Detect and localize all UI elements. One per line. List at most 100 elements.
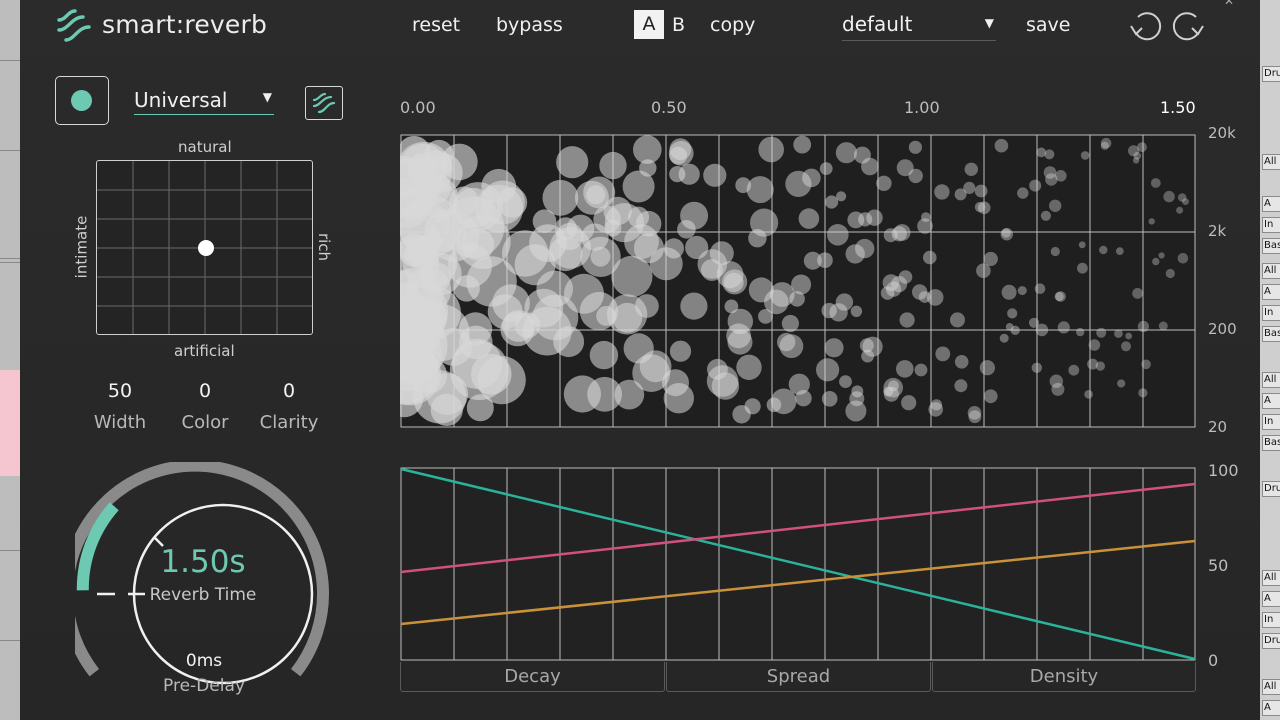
- spectrum-bubble: [974, 184, 988, 198]
- xy-position-handle[interactable]: [198, 240, 214, 256]
- spectrum-bubble: [963, 181, 976, 194]
- spectrum-bubble: [574, 180, 609, 215]
- spectrum-bubble: [819, 162, 833, 175]
- daw-track-cell: Dru: [1262, 633, 1280, 649]
- clarity-value[interactable]: 0: [282, 380, 296, 402]
- daw-left-edge: [0, 0, 20, 720]
- spectrum-bubble: [886, 281, 902, 297]
- clarity-label: Clarity: [259, 412, 319, 433]
- close-icon[interactable]: ✕: [1224, 0, 1235, 8]
- spectrum-bubble: [858, 212, 873, 227]
- spectrum-bubble: [1057, 321, 1070, 334]
- spectrum-bubble: [746, 176, 774, 204]
- spectrum-bubble: [880, 286, 895, 300]
- decay-curve[interactable]: [400, 467, 1196, 661]
- tab-decay[interactable]: Decay: [400, 662, 665, 692]
- spectrum-bubble: [918, 291, 931, 303]
- spectrum-bubble: [930, 399, 943, 411]
- spectrum-bubble: [1099, 245, 1108, 255]
- power-button[interactable]: [55, 76, 109, 125]
- spectrum-bubble: [785, 170, 812, 197]
- spectrum-bubble: [935, 346, 951, 362]
- preset-dropdown[interactable]: default ▼: [842, 12, 996, 41]
- freq-tick: 20k: [1208, 124, 1236, 142]
- pre-delay-value[interactable]: 0ms: [185, 651, 223, 671]
- spectrum-bubble: [726, 323, 751, 349]
- spectrum-bubble: [669, 146, 688, 165]
- spread-curve[interactable]: [400, 482, 1196, 574]
- spectrum-bubble: [859, 338, 874, 353]
- copy-button[interactable]: copy: [710, 14, 756, 36]
- spectrum-bubble: [850, 305, 863, 317]
- spectrum-bubble: [1125, 332, 1133, 340]
- power-indicator-icon: [71, 90, 92, 111]
- spectrum-bubble: [1036, 147, 1047, 158]
- spectrum-bubble: [400, 178, 432, 229]
- reset-button[interactable]: reset: [412, 14, 461, 36]
- spectrum-bubble: [492, 284, 530, 322]
- spectrum-bubble: [835, 142, 857, 164]
- spectrum-bubble: [1001, 228, 1011, 238]
- spectrum-bubble: [1044, 149, 1055, 160]
- spectrum-bubble: [821, 391, 838, 407]
- smart-learn-button[interactable]: [305, 86, 343, 120]
- spectrum-bubble: [1137, 320, 1149, 333]
- spectrum-bubble: [912, 284, 928, 300]
- color-value[interactable]: 0: [198, 380, 212, 402]
- spectrum-bubble: [882, 274, 900, 291]
- density-curve[interactable]: [400, 539, 1196, 626]
- spectrum-bubble: [896, 159, 914, 177]
- profile-dropdown[interactable]: Universal ▼: [134, 88, 274, 115]
- spectrum-bubble: [1051, 382, 1065, 396]
- spectrum-bubble: [466, 394, 494, 422]
- spectrum-bubble: [680, 201, 709, 230]
- xy-right-label: rich: [315, 232, 334, 262]
- spectrum-bubble: [663, 238, 684, 259]
- daw-track-cell: Bas: [1262, 238, 1280, 254]
- spectrum-bubble: [1114, 329, 1123, 338]
- spectrum-bubble: [917, 218, 933, 234]
- spectrum-bubble: [680, 292, 708, 320]
- spectrum-bubble: [855, 238, 875, 259]
- character-xy-pad[interactable]: [96, 160, 313, 335]
- freq-tick: 200: [1208, 320, 1237, 338]
- width-label: Width: [93, 412, 147, 433]
- spectrum-bubble: [1029, 179, 1042, 192]
- tab-spread[interactable]: Spread: [666, 662, 931, 692]
- spectrum-bubble: [899, 312, 915, 328]
- undo-icon[interactable]: [1128, 8, 1164, 42]
- spectrum-bubble: [974, 201, 986, 213]
- ab-b-button[interactable]: B: [672, 14, 686, 36]
- spectrum-bubble: [994, 138, 1009, 153]
- spectrum-bubble: [701, 259, 723, 281]
- spectrum-bubble: [1049, 374, 1063, 388]
- spectrum-bubble: [1031, 362, 1042, 373]
- tab-density[interactable]: Density: [932, 662, 1196, 692]
- spectrum-bubble: [627, 206, 650, 228]
- width-value[interactable]: 50: [107, 380, 133, 402]
- spectrum-bubble: [926, 289, 944, 306]
- spectrum-bubble: [883, 386, 899, 402]
- spectrum-bubble: [1115, 247, 1124, 255]
- knob-outer-track: [75, 462, 329, 677]
- envelope-graph[interactable]: [400, 467, 1196, 662]
- spectrum-bubble: [954, 355, 969, 369]
- spectrum-bubble: [1035, 323, 1049, 337]
- spectrum-bubble: [709, 241, 734, 266]
- daw-track-cell: Dru: [1262, 66, 1280, 82]
- xy-grid: [97, 161, 312, 334]
- bypass-button[interactable]: bypass: [496, 14, 563, 36]
- ab-a-button[interactable]: A: [634, 10, 664, 39]
- spectrum-bubble: [1148, 218, 1155, 225]
- spectrum-bubble: [893, 224, 911, 241]
- spectrum-bubble: [817, 252, 833, 268]
- save-button[interactable]: save: [1026, 14, 1071, 36]
- spectrum-bubble: [748, 277, 774, 303]
- redo-icon[interactable]: [1170, 8, 1206, 42]
- daw-track-cell: A: [1262, 700, 1280, 716]
- spectrum-bubble: [891, 226, 907, 242]
- spectrum-bubble: [849, 391, 865, 407]
- reverb-time-knob[interactable]: [75, 462, 335, 702]
- daw-track-cell: In: [1262, 305, 1280, 321]
- spectrum-bubble: [724, 299, 739, 314]
